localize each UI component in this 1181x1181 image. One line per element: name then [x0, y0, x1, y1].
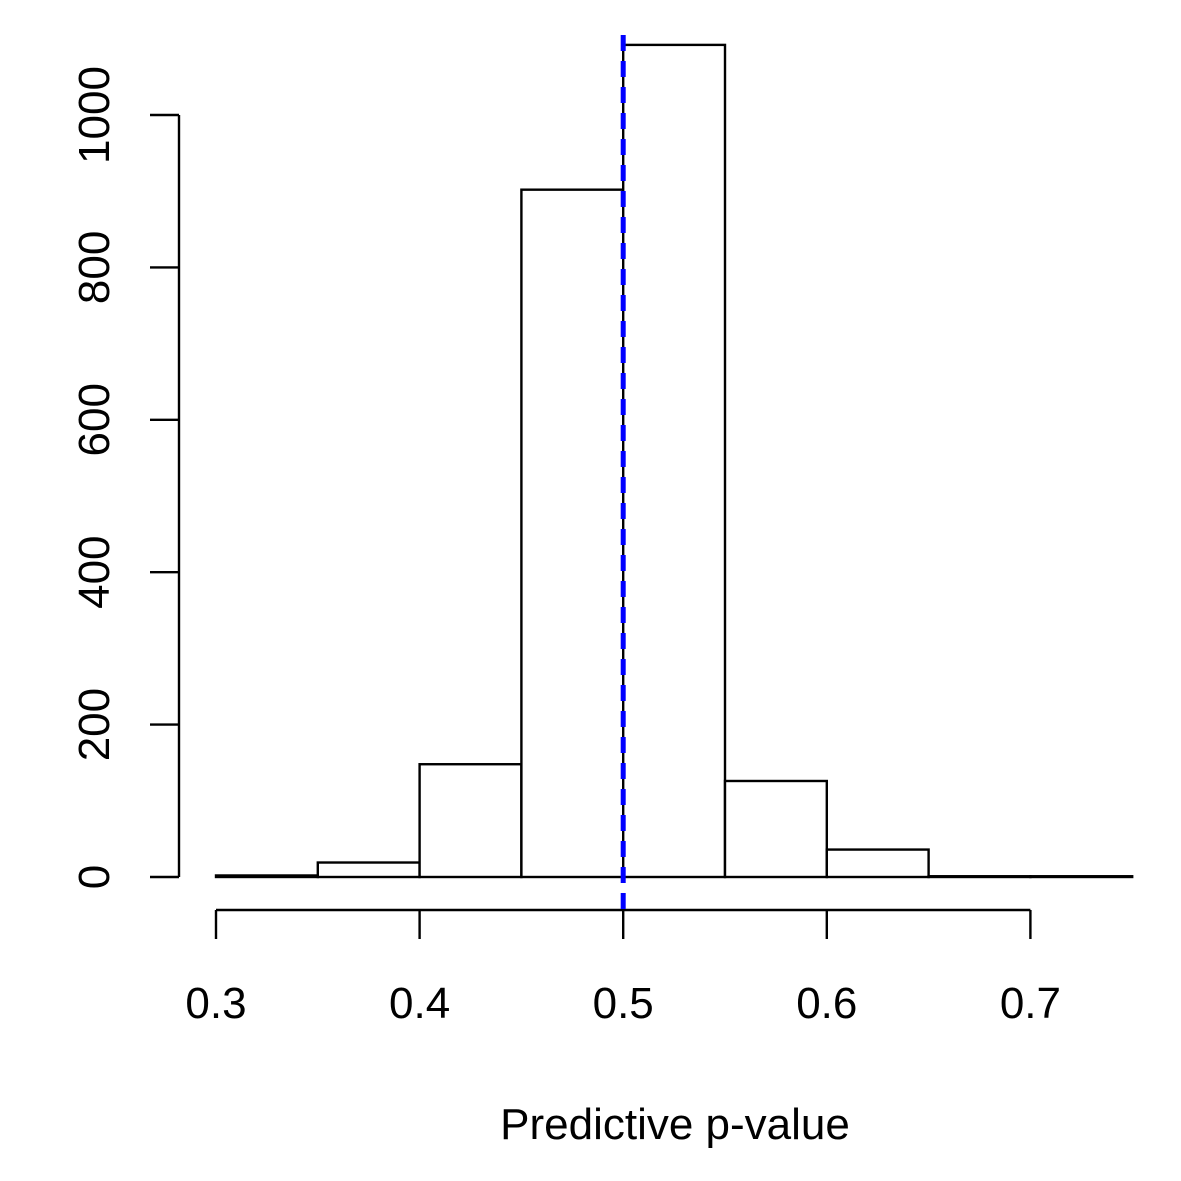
- histogram-bar: [825, 848, 930, 879]
- y-tick-label: 1000: [70, 66, 119, 164]
- x-tick-label: 0.5: [593, 979, 654, 1028]
- histogram-bar: [418, 763, 523, 879]
- histogram-bar: [214, 874, 320, 879]
- y-tick-label: 0: [70, 865, 119, 889]
- y-tick-label: 400: [70, 535, 119, 608]
- histogram-bar: [520, 188, 625, 879]
- x-tick-label: 0.6: [796, 979, 857, 1028]
- histogram-bars: [214, 43, 1134, 879]
- y-tick-label: 800: [70, 231, 119, 304]
- y-tick-label: 600: [70, 383, 119, 456]
- x-axis-label: Predictive p-value: [500, 1100, 850, 1149]
- histogram-bar: [1029, 875, 1134, 879]
- x-tick-label: 0.4: [389, 979, 450, 1028]
- y-axis: 0 200 400 600 800 1000: [70, 66, 181, 889]
- histogram-bar: [622, 43, 727, 879]
- histogram-bar: [723, 779, 829, 879]
- histogram-bar: [316, 861, 421, 879]
- y-tick-label: 200: [70, 688, 119, 761]
- histogram-bar: [927, 875, 1032, 879]
- x-tick-label: 0.3: [185, 979, 246, 1028]
- x-tick-label: 0.7: [1000, 979, 1061, 1028]
- x-axis: 0.3 0.4 0.5 0.6 0.7: [185, 908, 1061, 1028]
